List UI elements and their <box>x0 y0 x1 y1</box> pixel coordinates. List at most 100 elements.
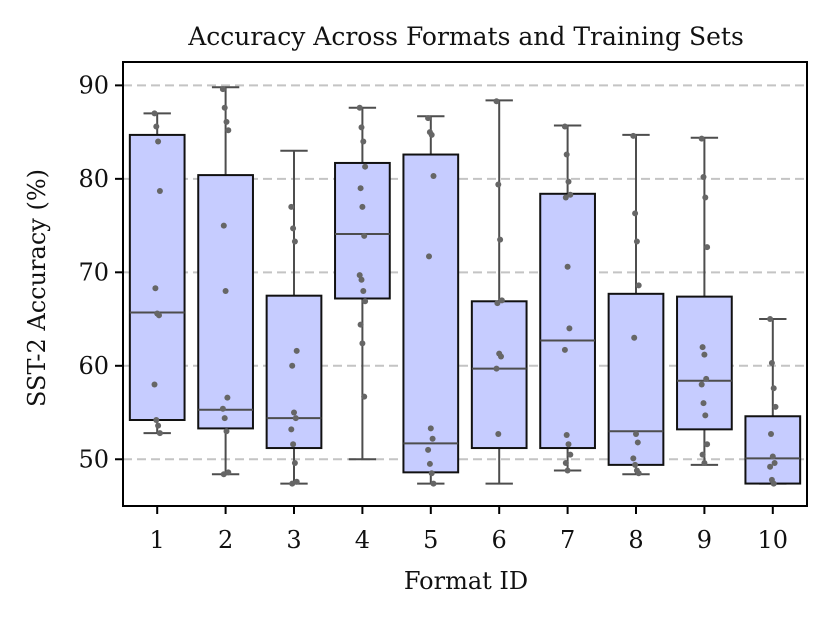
box <box>539 192 596 450</box>
data-point <box>701 351 708 358</box>
data-point <box>699 344 706 351</box>
y-tick-label: 70 <box>78 258 109 286</box>
data-point <box>291 460 298 467</box>
data-point <box>633 431 639 438</box>
box-group-4 <box>334 104 391 461</box>
data-point <box>225 127 232 134</box>
y-axis: 50 60 70 80 90 <box>78 71 123 473</box>
data-point <box>497 236 504 243</box>
plot-area <box>128 86 802 487</box>
box-group-9 <box>676 135 733 467</box>
box <box>128 133 186 422</box>
data-point <box>698 135 705 142</box>
data-point <box>567 191 574 198</box>
box <box>402 153 460 474</box>
data-point <box>564 263 571 270</box>
x-axis: 1 2 3 4 5 6 7 8 9 10 <box>150 506 789 554</box>
box <box>197 174 254 430</box>
data-point <box>155 138 162 145</box>
box-group-5 <box>402 115 460 487</box>
data-point <box>362 163 369 170</box>
data-point <box>151 110 158 117</box>
data-point <box>702 412 709 419</box>
data-point <box>219 405 226 412</box>
data-point <box>356 104 363 111</box>
data-point <box>563 431 570 438</box>
data-point <box>357 321 364 328</box>
data-point <box>495 431 502 438</box>
data-point <box>361 393 368 400</box>
data-point <box>156 187 163 194</box>
data-point <box>358 124 365 131</box>
data-point <box>426 460 433 467</box>
data-point <box>562 194 569 201</box>
x-tick-label: 5 <box>423 526 438 554</box>
data-point <box>291 409 297 416</box>
data-point <box>156 312 162 319</box>
data-point <box>223 118 230 125</box>
data-point <box>631 334 638 341</box>
data-point <box>356 272 363 279</box>
data-point <box>153 417 160 424</box>
data-point <box>427 425 434 432</box>
data-point <box>425 446 432 453</box>
x-tick-label: 9 <box>697 526 712 554</box>
data-point <box>289 362 296 369</box>
x-tick-label: 2 <box>218 526 233 554</box>
data-point <box>698 381 705 388</box>
data-point <box>362 298 369 305</box>
data-point <box>704 244 711 251</box>
data-point <box>290 441 297 448</box>
data-point <box>430 173 437 180</box>
data-point <box>359 340 366 347</box>
x-tick-label: 10 <box>758 526 789 554</box>
data-point <box>634 439 641 446</box>
data-point <box>288 426 295 433</box>
data-point <box>360 138 367 145</box>
data-point <box>493 365 500 372</box>
data-point <box>223 428 230 435</box>
box <box>676 295 733 431</box>
data-point <box>768 431 774 438</box>
x-tick-label: 3 <box>286 526 301 554</box>
data-point <box>225 469 232 476</box>
box-group-8 <box>607 132 665 477</box>
data-point <box>426 253 432 260</box>
data-point <box>565 441 572 448</box>
box <box>265 294 323 450</box>
data-point <box>633 238 640 245</box>
data-point <box>224 394 231 401</box>
data-point <box>425 115 432 122</box>
y-tick-label: 50 <box>78 445 109 473</box>
data-point <box>561 346 568 353</box>
data-point <box>770 480 777 487</box>
data-point <box>772 403 779 410</box>
data-point <box>151 381 158 388</box>
data-point <box>156 430 163 437</box>
data-point <box>767 463 774 470</box>
data-point <box>155 422 162 429</box>
data-point <box>493 98 500 105</box>
data-point <box>563 151 570 158</box>
data-point <box>632 461 639 468</box>
x-tick-label: 1 <box>150 526 165 554</box>
box <box>470 300 528 450</box>
plot-frame <box>122 61 808 507</box>
data-point <box>635 282 642 289</box>
data-point <box>769 453 776 460</box>
data-point <box>220 222 227 229</box>
data-point <box>220 471 227 478</box>
data-point <box>632 210 639 217</box>
data-point <box>630 132 637 139</box>
data-point <box>221 415 228 422</box>
data-point <box>428 131 435 138</box>
box <box>607 292 665 466</box>
data-point <box>293 478 300 485</box>
x-tick-label: 8 <box>628 526 643 554</box>
data-point <box>495 181 502 188</box>
data-point <box>564 467 571 474</box>
data-point <box>361 232 368 239</box>
box-group-3 <box>265 149 323 487</box>
data-point <box>498 353 504 360</box>
